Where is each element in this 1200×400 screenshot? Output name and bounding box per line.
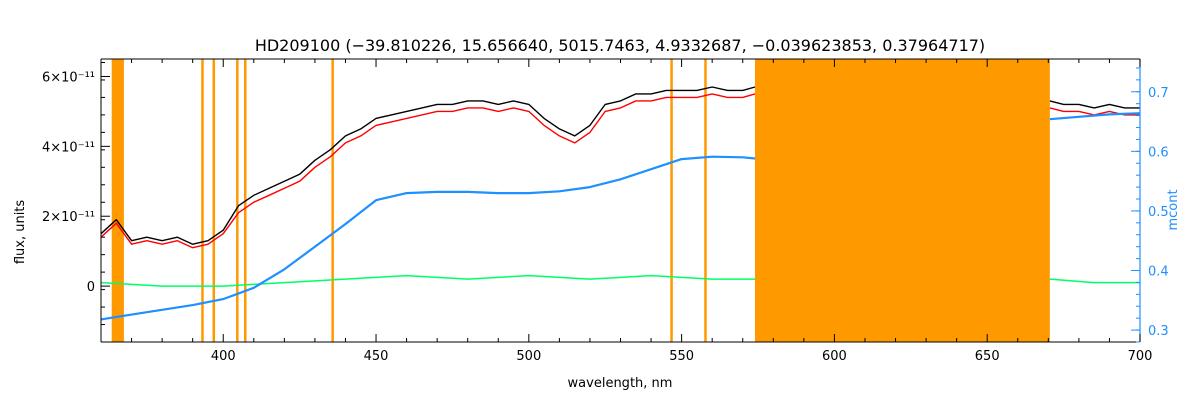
y2-axis-title: mcont [1166,189,1181,230]
series-observed-segment-0 [100,86,756,245]
y-axis-title: flux, units [13,200,28,265]
y-tick-label: 4×10⁻¹¹ [42,140,95,155]
y2-tick-label: 0.3 [1148,324,1169,339]
masked-region-6 [670,59,673,342]
series-mcont-segment-1 [1049,112,1141,121]
series-model-segment-0 [100,93,756,249]
x-tick-label: 700 [1128,349,1153,364]
masked-regions [111,59,1050,342]
data-series [100,86,1141,321]
x-axis-title: wavelength, nm [568,376,673,391]
series-observed-segment-1 [1049,100,1140,109]
masked-region-0 [111,59,124,342]
masked-region-1 [201,59,204,342]
y-tick-label: 6×10⁻¹¹ [42,70,95,85]
series-residual-segment-1 [1049,278,1140,284]
masked-region-3 [236,59,239,342]
chart-title: HD209100 (−39.810226, 15.656640, 5015.74… [255,36,985,55]
plot-area [100,59,1141,342]
series-residual-segment-0 [100,274,755,287]
y-tick-label: 2×10⁻¹¹ [42,210,95,225]
y-axis-right: 0.3 0.4 0.5 0.6 0.7 [1131,67,1169,343]
masked-region-2 [212,59,216,342]
y-axis-left: 0 2×10⁻¹¹ 4×10⁻¹¹ 6×10⁻¹¹ [42,61,110,343]
x-tick-label: 650 [975,349,1000,364]
y2-tick-label: 0.4 [1148,265,1169,280]
x-axis: 400 450 500 550 600 650 700 [100,59,1153,364]
y2-tick-label: 0.5 [1148,205,1169,220]
masked-region-5 [331,59,334,342]
y-tick-label: 0 [87,280,95,295]
x-tick-label: 500 [516,349,541,364]
x-tick-label: 450 [364,349,389,364]
y2-tick-label: 0.6 [1148,145,1169,160]
x-tick-label: 600 [822,349,847,364]
masked-region-7 [704,59,707,342]
masked-region-8 [754,59,1050,342]
x-tick-label: 400 [211,349,236,364]
x-tick-label: 550 [669,349,694,364]
y2-tick-label: 0.7 [1148,86,1169,101]
series-mcont-segment-0 [100,155,756,321]
